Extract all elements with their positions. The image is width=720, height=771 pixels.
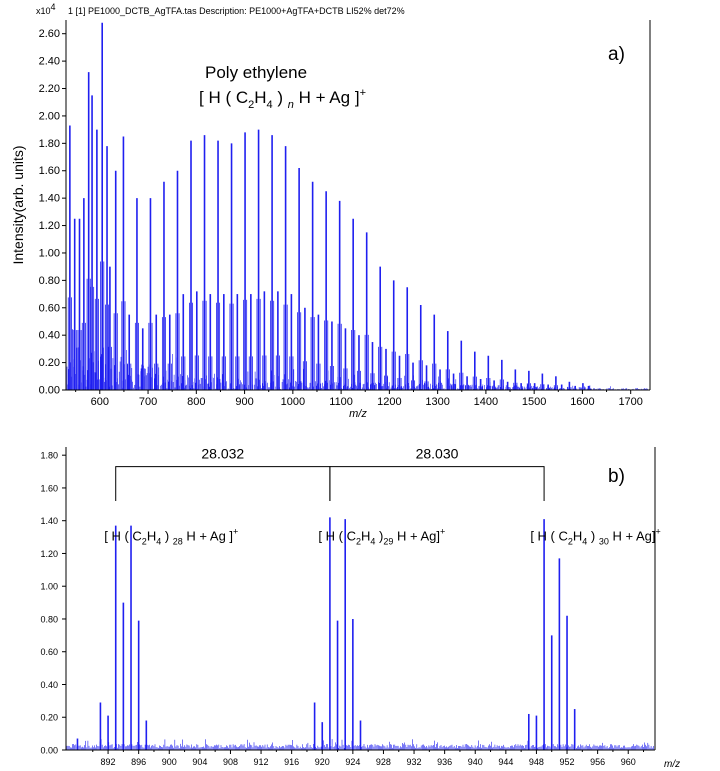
x-tick-label-b: 900 [162, 757, 177, 767]
chart-title-a: Poly ethylene [205, 63, 307, 82]
x-tick-label-b: 916 [284, 757, 299, 767]
x-tick-label-b: 912 [254, 757, 269, 767]
panel-label-b: b) [608, 466, 625, 487]
ion-annotation: [ H ( C2H4 )29 H + Ag]+ [318, 526, 445, 546]
formula-a: [ H ( C2H4 ) n H + Ag ]+ [199, 87, 366, 111]
x-ticks-b: 892 896 900 904 908 912 916 920 924 928 932 936 940 9… [92, 750, 645, 767]
y-tick-label-a: 1.00 [39, 247, 60, 259]
x-tick-label-a: 800 [187, 396, 205, 408]
x-tick-label-b: 936 [437, 757, 452, 767]
x-tick-label-b: 956 [590, 757, 605, 767]
y-ticks-a: 0.00 0.20 0.40 0.60 0.80 1.00 1.20 1.40 1.60 1.80… [39, 28, 66, 397]
y-tick-label-a: 2.00 [39, 110, 60, 122]
y-tick-label-b: 1.00 [40, 582, 58, 592]
x-tick-label-a: 1700 [618, 396, 642, 408]
x-tick-label-b: 952 [560, 757, 575, 767]
mass-difference-bracket [329, 466, 545, 502]
x-tick-label-a: 1200 [377, 396, 401, 408]
y-tick-label-b: 0.20 [40, 713, 58, 723]
ion-annotation: [ H ( C2H4 ) 28 H + Ag ]+ [104, 526, 238, 546]
y-tick-label-b: 0.80 [40, 614, 58, 624]
annotations-b: [ H ( C2H4 ) 28 H + Ag ]+ [ H ( C2H4 )29 … [104, 526, 661, 546]
mass-difference-bracket [115, 466, 331, 502]
x-tick-label-b: 920 [315, 757, 330, 767]
x-tick-label-a: 1300 [425, 396, 449, 408]
y-tick-label-b: 1.40 [40, 516, 58, 526]
y-tick-label-a: 0.80 [39, 275, 60, 287]
y-tick-label-a: 1.40 [39, 193, 60, 205]
x-tick-label-b: 960 [621, 757, 636, 767]
x-tick-label-b: 940 [468, 757, 483, 767]
mass-difference-label: 28.030 [416, 446, 459, 462]
brackets-b: 28.032 28.030 [115, 446, 545, 502]
x-tick-label-b: 944 [498, 757, 513, 767]
y-tick-label-b: 0.40 [40, 680, 58, 690]
panel-a: x104 1 [1] PE1000_DCTB_AgTFA.tas Descrip… [10, 2, 651, 420]
x-tick-label-b: 904 [192, 757, 207, 767]
y-tick-label-b: 1.80 [40, 451, 58, 461]
x-tick-label-b: 924 [345, 757, 360, 767]
y-tick-label-b: 1.60 [40, 483, 58, 493]
x-axis-label-a: m/z [349, 408, 367, 420]
x-tick-label-a: 700 [139, 396, 157, 408]
y-tick-label-a: 0.40 [39, 330, 60, 342]
axes-b [65, 447, 656, 751]
x-tick-label-b: 908 [223, 757, 238, 767]
y-axis-label-a: Intensity(arb. units) [10, 145, 26, 264]
x-tick-label-a: 1600 [570, 396, 594, 408]
y-tick-label-a: 1.20 [39, 220, 60, 232]
x-tick-label-a: 1500 [522, 396, 546, 408]
y-tick-label-b: 0.60 [40, 647, 58, 657]
spectrum-a [66, 22, 649, 390]
x-tick-label-b: 892 [101, 757, 116, 767]
mass-difference-label: 28.032 [201, 446, 244, 462]
y-tick-label-a: 2.40 [39, 56, 60, 68]
baseline-noise-b [66, 739, 654, 750]
y-tick-label-a: 0.00 [39, 385, 60, 397]
x-ticks-a: 600 700 800 900 1000 1100 1200 1300 1400 1500 1600… [75, 390, 643, 408]
spectrum-b [66, 517, 654, 750]
panel-label-a: a) [608, 44, 625, 65]
x-tick-label-a: 900 [235, 396, 253, 408]
y-tick-label-a: 1.80 [39, 138, 60, 150]
y-tick-label-a: 1.60 [39, 165, 60, 177]
x-axis-label-b: m/z [664, 759, 680, 770]
y-tick-label-b: 1.20 [40, 549, 58, 559]
x-tick-label-a: 600 [91, 396, 109, 408]
ion-annotation: [ H ( C2H4 ) 30 H + Ag]+ [530, 526, 660, 546]
x-tick-label-b: 896 [131, 757, 146, 767]
y-tick-label-a: 0.60 [39, 302, 60, 314]
spectrum-header: 1 [1] PE1000_DCTB_AgTFA.tas Description:… [68, 6, 405, 16]
y-tick-label-a: 2.20 [39, 83, 60, 95]
y-ticks-b: 0.00 0.20 0.40 0.60 0.80 1.00 1.20 1.40 1.60 1.80 [40, 451, 66, 756]
panel-b: 0.00 0.20 0.40 0.60 0.80 1.00 1.20 1.40 1.60 1.80… [40, 446, 680, 770]
x-tick-label-a: 1400 [474, 396, 498, 408]
x-tick-label-a: 1000 [281, 396, 305, 408]
scale-prefix: x104 [36, 2, 56, 16]
x-tick-label-a: 1100 [329, 396, 353, 408]
x-tick-label-b: 948 [529, 757, 544, 767]
x-tick-label-b: 932 [407, 757, 422, 767]
x-tick-label-b: 928 [376, 757, 391, 767]
y-tick-label-b: 0.00 [40, 746, 58, 756]
y-tick-label-a: 2.60 [39, 28, 60, 40]
axes-a [65, 20, 651, 391]
y-tick-label-a: 0.20 [39, 357, 60, 369]
